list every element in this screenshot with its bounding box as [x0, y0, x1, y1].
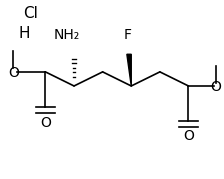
Text: O: O — [40, 116, 51, 130]
Polygon shape — [127, 54, 131, 86]
Text: H: H — [19, 26, 30, 41]
Text: Cl: Cl — [23, 6, 38, 21]
Text: O: O — [211, 80, 222, 94]
Text: O: O — [8, 66, 19, 80]
Text: F: F — [124, 28, 132, 42]
Text: NH₂: NH₂ — [53, 28, 80, 42]
Text: O: O — [183, 129, 194, 143]
